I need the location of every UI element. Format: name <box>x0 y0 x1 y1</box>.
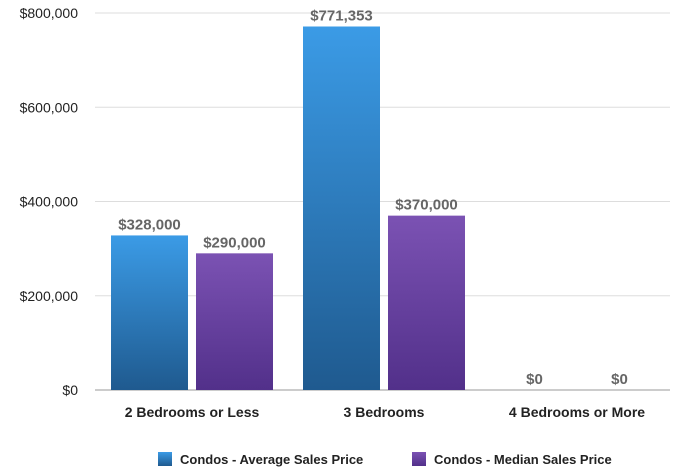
data-label: $771,353 <box>310 7 373 24</box>
legend-label-average: Condos - Average Sales Price <box>180 451 364 467</box>
y-tick-label: $600,000 <box>20 99 79 115</box>
data-label: $328,000 <box>118 216 181 233</box>
y-tick-label: $200,000 <box>20 288 79 304</box>
legend-swatch-median <box>412 452 426 466</box>
x-axis-categories: 2 Bedrooms or Less 3 Bedrooms 4 Bedrooms o… <box>125 404 646 420</box>
data-label: $0 <box>611 371 628 388</box>
data-label: $290,000 <box>203 234 266 251</box>
bar-median-0 <box>196 253 273 390</box>
y-tick-label: $0 <box>62 382 78 398</box>
legend-label-median: Condos - Median Sales Price <box>434 451 612 467</box>
x-category-label: 3 Bedrooms <box>344 404 425 420</box>
gridlines <box>95 12 670 391</box>
bar-median-1 <box>388 215 465 390</box>
data-label: $0 <box>526 371 543 388</box>
bars <box>111 26 465 390</box>
y-axis-ticks: $0 $200,000 $400,000 $600,000 $800,000 <box>20 5 79 398</box>
x-category-label: 4 Bedrooms or More <box>509 404 645 420</box>
legend-item-median: Condos - Median Sales Price <box>412 449 612 469</box>
x-category-label: 2 Bedrooms or Less <box>125 404 260 420</box>
y-tick-label: $800,000 <box>20 5 79 21</box>
legend: Condos - Average Sales Price Condos - Me… <box>0 449 682 471</box>
bar-average-1 <box>303 26 380 390</box>
legend-item-average: Condos - Average Sales Price <box>158 449 363 469</box>
data-labels: $328,000 $290,000 $771,353 $370,000 $0 $0 <box>118 7 628 388</box>
data-label: $370,000 <box>395 197 458 214</box>
legend-swatch-average <box>158 452 172 466</box>
bar-average-0 <box>111 235 188 390</box>
y-tick-label: $400,000 <box>20 194 79 210</box>
